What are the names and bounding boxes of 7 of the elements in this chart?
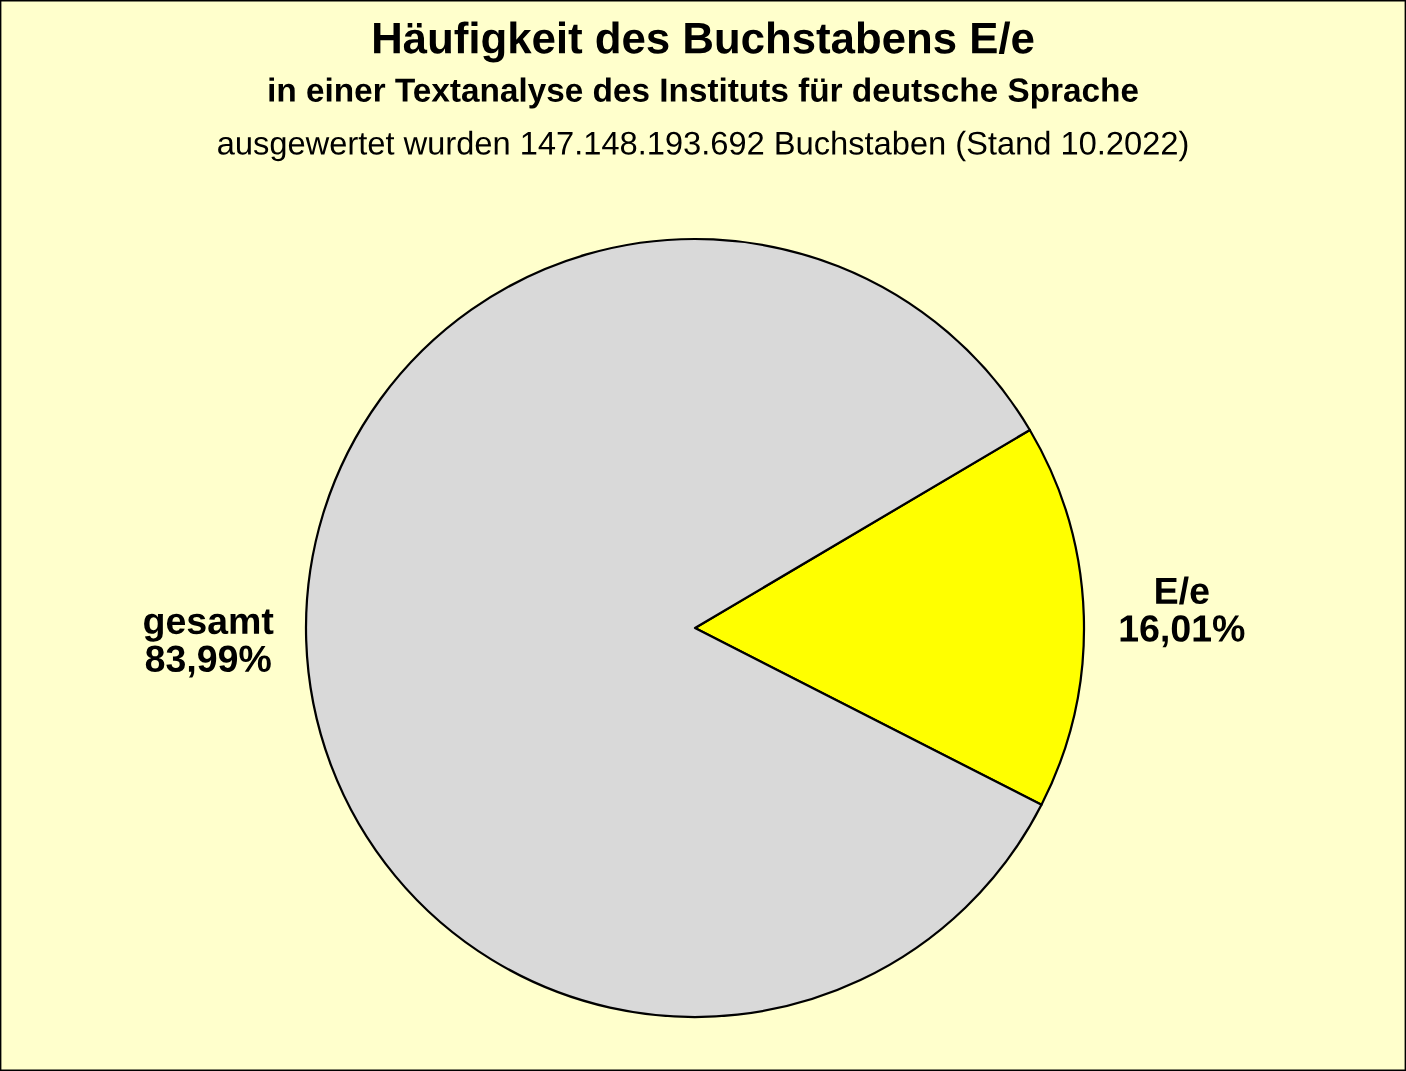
slice-label: gesamt bbox=[144, 609, 274, 642]
data-label: 16,01% bbox=[1120, 615, 1245, 648]
chart-title: Häufigkeit des Buchstabens E/e bbox=[374, 21, 1034, 63]
text: ausgewertet wurden 147.148.193.692 Buchstaben (Stand 10.2022) bbox=[218, 130, 1188, 162]
chart-subtitle: in einer Textanalyse des Instituts für deutsche Sprache bbox=[269, 77, 1138, 109]
data-label: 83,99% bbox=[145, 645, 271, 678]
slice-label: E/e bbox=[1156, 576, 1209, 605]
